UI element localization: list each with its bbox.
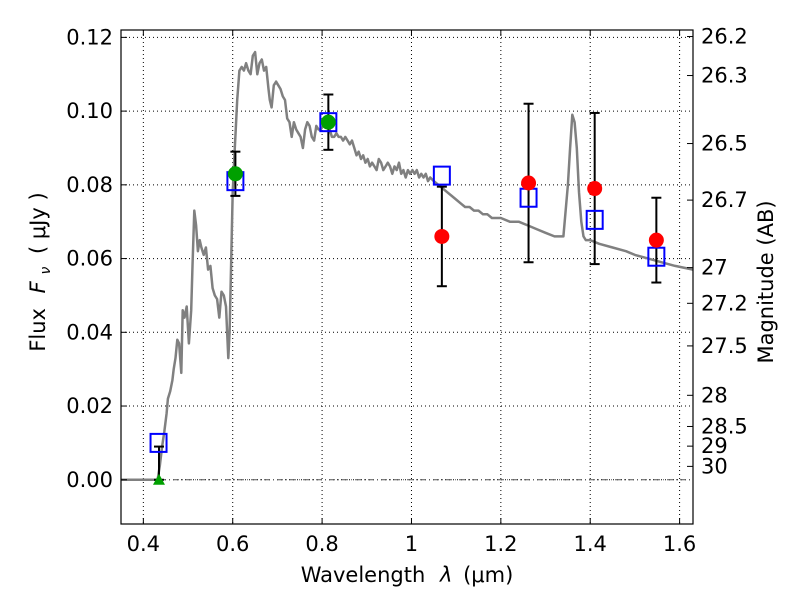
x-tick-label: 0.4 [127,532,160,556]
magnitude-tick-label: 27.2 [701,291,748,315]
magnitude-tick-label: 29 [701,434,728,458]
model-flux-square [319,112,338,133]
magnitude-axis-label: Magnitude (AB) [754,200,778,363]
x-tick-label: 1.4 [574,532,607,556]
plot-frame [120,29,694,525]
y-tick-label: 0.02 [66,394,113,418]
y-tick-label: 0.04 [66,320,113,344]
tick-labels: 0.4 0.6 0.8 1 1.2 1.4 1.6 0.00 0.02 0.04 0.06 0.08 0… [66,25,748,556]
y-tick-label: 0.06 [66,247,113,271]
magnitude-tick-label: 28.5 [701,414,748,438]
magnitude-tick-label: 27 [701,256,728,280]
magnitude-tick-label: 26.3 [701,64,748,88]
x-tick-label: 0.8 [305,532,338,556]
magnitude-tick-label: 28 [701,383,728,407]
y-tick-label: 0.10 [66,99,113,123]
x-tick-label: 1.2 [484,532,517,556]
spectrum-layer [121,50,694,482]
model-flux-square [585,209,604,230]
x-axis-label: Wavelength λ (μm) [301,563,514,587]
observed-flux-point-red [434,228,450,244]
observed-flux-point-red [521,175,537,191]
model-flux-square [432,165,451,186]
observed-flux-point-green [320,114,336,130]
marker-layer [149,93,666,485]
observed-flux-point-red [587,181,603,197]
observed-flux-point-red [648,232,664,248]
grid [121,30,693,524]
y-axis-label: Flux F ν ( μJy ) [26,192,55,351]
x-tick-label: 1 [405,532,418,556]
upper-limit-triangle [152,473,165,485]
magnitude-tick-label: 27.5 [701,334,748,358]
magnitude-tick-label: 26.7 [701,188,748,212]
magnitude-tick-label: 26.5 [701,132,748,156]
magnitude-tick-label: 26.2 [701,25,748,49]
model-flux-square [647,246,666,267]
x-tick-label: 1.6 [663,532,696,556]
magnitude-tick-label: 30 [701,454,728,478]
y-tick-label: 0.12 [66,25,113,49]
y-tick-label: 0.08 [66,173,113,197]
x-tick-label: 0.6 [216,532,249,556]
ticks [121,30,693,524]
observed-flux-point-green [227,166,243,182]
y-tick-label: 0.00 [66,468,113,492]
model-flux-square [149,432,168,453]
template-spectrum-line [121,50,694,482]
